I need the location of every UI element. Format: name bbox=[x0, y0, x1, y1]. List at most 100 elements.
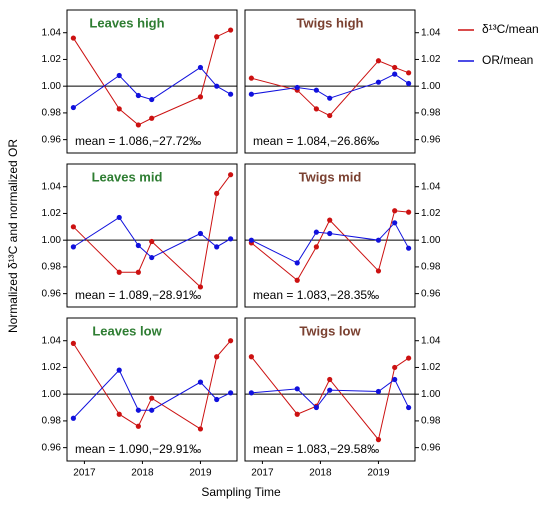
data-point bbox=[116, 214, 122, 221]
y-tick-label: 0.98 bbox=[421, 108, 441, 119]
y-tick-label: 1.00 bbox=[42, 235, 62, 246]
data-point bbox=[327, 112, 333, 119]
data-point bbox=[294, 386, 300, 392]
panel-frame bbox=[66, 317, 238, 462]
data-point bbox=[294, 84, 300, 91]
data-point bbox=[375, 268, 382, 274]
data-point bbox=[313, 106, 319, 112]
x-axis-label: Sampling Time bbox=[201, 485, 281, 499]
data-point bbox=[70, 244, 76, 250]
y-axis-label: Normalized δ¹³C and normalized OR bbox=[6, 139, 20, 333]
data-point bbox=[313, 404, 319, 411]
y-tick-label: 1.00 bbox=[42, 81, 62, 92]
panel-title: Leaves high bbox=[89, 15, 164, 30]
data-point bbox=[406, 209, 412, 215]
panel-title: Twigs low bbox=[299, 323, 361, 338]
data-point bbox=[392, 220, 398, 226]
y-tick-label: 1.02 bbox=[421, 362, 441, 373]
data-point bbox=[406, 80, 412, 87]
data-point bbox=[375, 388, 382, 395]
data-point bbox=[248, 75, 254, 81]
data-point bbox=[248, 91, 254, 97]
data-point bbox=[392, 364, 398, 371]
data-point bbox=[70, 415, 76, 421]
data-point bbox=[149, 96, 155, 103]
legend-label: δ¹³C/mean bbox=[482, 22, 539, 36]
series-line bbox=[72, 29, 231, 126]
y-tick-label: 1.04 bbox=[421, 181, 441, 192]
mean-annotation: mean = 1.089,−28.91‰ bbox=[75, 288, 201, 302]
y-tick-label: 0.98 bbox=[42, 262, 62, 273]
data-point bbox=[116, 367, 122, 373]
data-point bbox=[214, 244, 220, 250]
data-point bbox=[149, 238, 155, 245]
data-point bbox=[116, 106, 122, 112]
data-point bbox=[149, 395, 155, 401]
data-point bbox=[375, 237, 382, 243]
panel-title: Twigs mid bbox=[299, 169, 362, 184]
data-point bbox=[375, 437, 382, 443]
data-point bbox=[228, 172, 234, 178]
series-line bbox=[250, 356, 409, 441]
data-point bbox=[406, 404, 412, 411]
series-line bbox=[251, 60, 409, 117]
data-point bbox=[197, 284, 204, 290]
data-point bbox=[70, 224, 76, 230]
data-point bbox=[214, 34, 220, 40]
data-point bbox=[392, 64, 398, 71]
y-tick-label: 0.96 bbox=[421, 134, 441, 145]
data-point bbox=[248, 354, 254, 360]
data-point bbox=[327, 217, 333, 223]
data-point bbox=[248, 390, 254, 396]
data-point bbox=[70, 35, 76, 41]
y-tick-label: 1.02 bbox=[42, 362, 62, 373]
y-tick-label: 1.04 bbox=[421, 27, 441, 38]
data-point bbox=[392, 376, 398, 383]
data-point bbox=[228, 91, 234, 97]
data-point bbox=[116, 269, 122, 275]
series-line bbox=[72, 340, 231, 430]
y-tick-label: 1.00 bbox=[421, 235, 441, 246]
data-point bbox=[214, 190, 220, 197]
panel-frame bbox=[66, 9, 238, 154]
y-tick-label: 0.96 bbox=[42, 442, 62, 453]
data-point bbox=[392, 71, 398, 77]
data-point bbox=[228, 27, 234, 33]
panel-frame bbox=[244, 317, 416, 462]
y-tick-label: 0.98 bbox=[42, 108, 62, 119]
data-point bbox=[294, 277, 300, 283]
y-tick-label: 1.04 bbox=[42, 335, 62, 346]
data-point bbox=[392, 208, 398, 214]
data-point bbox=[149, 407, 155, 413]
y-tick-label: 1.04 bbox=[421, 335, 441, 346]
data-point bbox=[313, 229, 319, 235]
data-point bbox=[375, 58, 382, 64]
y-tick-label: 1.04 bbox=[42, 181, 62, 192]
mean-annotation: mean = 1.084,−26.86‰ bbox=[253, 134, 379, 148]
data-point bbox=[228, 236, 234, 242]
y-tick-label: 0.98 bbox=[421, 416, 441, 427]
y-tick-label: 0.96 bbox=[42, 288, 62, 299]
data-point bbox=[149, 254, 155, 261]
data-point bbox=[313, 87, 319, 93]
mean-annotation: mean = 1.083,−29.58‰ bbox=[253, 442, 379, 456]
data-point bbox=[197, 379, 204, 385]
data-point bbox=[135, 242, 141, 249]
data-point bbox=[197, 94, 204, 100]
y-tick-label: 1.02 bbox=[421, 54, 441, 65]
data-point bbox=[197, 64, 204, 71]
y-tick-label: 1.00 bbox=[42, 389, 62, 400]
data-point bbox=[375, 79, 382, 85]
data-point bbox=[149, 115, 155, 121]
panel-frame bbox=[244, 9, 416, 154]
data-point bbox=[214, 354, 220, 360]
data-point bbox=[327, 376, 333, 383]
y-tick-label: 1.00 bbox=[421, 81, 441, 92]
data-point bbox=[228, 390, 234, 396]
series-line bbox=[251, 221, 410, 264]
mean-annotation: mean = 1.086,−27.72‰ bbox=[75, 134, 201, 148]
panel-title: Leaves mid bbox=[92, 169, 163, 184]
x-tick-label: 2017 bbox=[73, 468, 96, 479]
data-point bbox=[135, 269, 141, 275]
